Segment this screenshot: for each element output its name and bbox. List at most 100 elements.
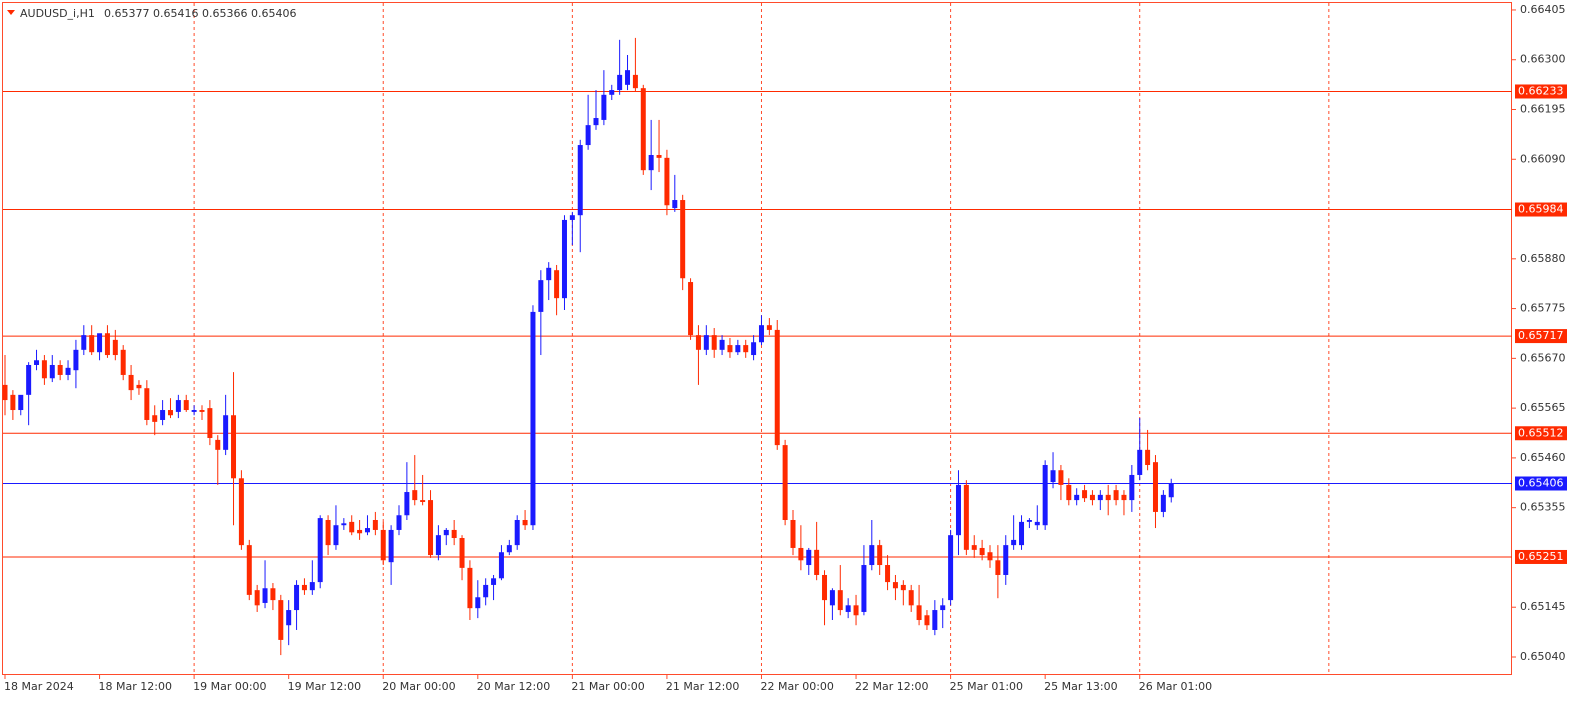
candle-body: [837, 590, 843, 611]
candle-body: [357, 529, 363, 534]
candle-body: [995, 560, 1001, 575]
x-tick-label: 19 Mar 00:00: [193, 680, 266, 693]
last-close: 0.65406: [251, 7, 297, 20]
candle-body: [1066, 484, 1072, 501]
level-label-box: [1515, 329, 1567, 344]
candle-body: [420, 500, 426, 502]
candle-body: [1003, 545, 1009, 575]
level-label: 0.66233: [1518, 84, 1564, 97]
candle-body: [294, 584, 300, 611]
candle-body: [979, 547, 985, 556]
x-tick-label: 25 Mar 01:00: [950, 680, 1023, 693]
candle-body: [278, 600, 284, 640]
y-tick-label: 0.65355: [1520, 501, 1566, 514]
candle-body: [1168, 483, 1174, 498]
candle-body: [443, 529, 449, 536]
candle-body: [885, 565, 891, 583]
level-label-box: [1515, 549, 1567, 564]
candle-body: [1026, 519, 1032, 522]
level-label-box: [1515, 426, 1567, 441]
candle-body: [1058, 470, 1064, 485]
level-label-box: [1515, 202, 1567, 217]
candle-body: [569, 215, 575, 220]
candle-body: [41, 360, 47, 379]
level-label: 0.65251: [1518, 550, 1564, 563]
candle-body: [144, 388, 150, 420]
candle-body: [900, 584, 906, 591]
level-label: 0.65406: [1518, 476, 1564, 489]
candle-body: [632, 74, 638, 89]
candle-body: [1121, 494, 1127, 501]
candles: [2, 37, 1174, 656]
candle-body: [309, 582, 315, 591]
candle-body: [199, 410, 205, 412]
x-tick-label: 22 Mar 12:00: [855, 680, 928, 693]
candle-body: [317, 518, 323, 583]
y-tick-label: 0.66405: [1520, 3, 1566, 16]
candle-body: [1011, 539, 1017, 546]
candle-body: [601, 94, 607, 120]
candle-body: [940, 605, 946, 611]
candle-body: [1050, 470, 1056, 483]
candle-body: [790, 519, 796, 548]
y-tick-label: 0.66090: [1520, 152, 1566, 165]
candle-body: [428, 500, 434, 556]
candle-body: [924, 615, 930, 626]
candle-body: [1089, 494, 1095, 501]
candle-body: [766, 325, 772, 330]
candle-body: [286, 610, 292, 626]
candle-body: [530, 311, 536, 526]
candle-body: [325, 519, 331, 546]
candle-body: [1137, 449, 1143, 475]
candle-body: [128, 374, 134, 391]
candle-body: [65, 367, 71, 375]
candle-body: [869, 545, 875, 566]
candle-body: [806, 549, 812, 566]
level-label: 0.65512: [1518, 426, 1564, 439]
y-tick-label: 0.65145: [1520, 600, 1566, 613]
candle-body: [372, 519, 378, 530]
candle-body: [26, 364, 32, 395]
candle-body: [554, 270, 560, 299]
candle-body: [695, 335, 701, 350]
candle-body: [467, 567, 473, 609]
x-tick-label: 25 Mar 13:00: [1044, 680, 1117, 693]
candle-body: [175, 400, 181, 412]
candle-body: [727, 345, 733, 353]
plot-frame: [2, 2, 1512, 675]
candle-body: [73, 349, 79, 371]
candle-body: [112, 339, 118, 356]
candle-body: [1082, 490, 1088, 499]
candle-body: [892, 582, 898, 589]
candle-body: [491, 578, 497, 585]
y-tick-label: 0.65670: [1520, 351, 1566, 364]
candle-body: [246, 545, 252, 595]
candle-body: [751, 342, 757, 356]
x-tick-label: 21 Mar 12:00: [666, 680, 739, 693]
candle-body: [593, 118, 599, 126]
candle-body: [845, 605, 851, 612]
candle-body: [688, 282, 694, 336]
candle-body: [81, 335, 87, 350]
candle-body: [1113, 490, 1119, 501]
candle-body: [640, 88, 646, 171]
y-tick-label: 0.66195: [1520, 102, 1566, 115]
candle-body: [10, 394, 16, 411]
candle-body: [191, 410, 197, 412]
candle-body: [948, 535, 954, 601]
candle-body: [104, 333, 110, 356]
candle-body: [774, 329, 780, 446]
y-tick-label: 0.65880: [1520, 252, 1566, 265]
axis: 0.66405 0.66300 0.66195 0.66090 0.65880 0.657…: [4, 3, 1567, 693]
candle-body: [522, 519, 528, 526]
candle-body: [1152, 462, 1158, 512]
candle-body: [672, 200, 678, 209]
candle-body: [333, 525, 339, 546]
candle-body: [388, 529, 394, 563]
candle-body: [648, 155, 654, 171]
header: AUDUSD_i,H1 0.65377 0.65416 0.65366 0.65…: [20, 7, 297, 20]
candle-body: [396, 515, 402, 530]
x-tick-label: 26 Mar 01:00: [1139, 680, 1212, 693]
